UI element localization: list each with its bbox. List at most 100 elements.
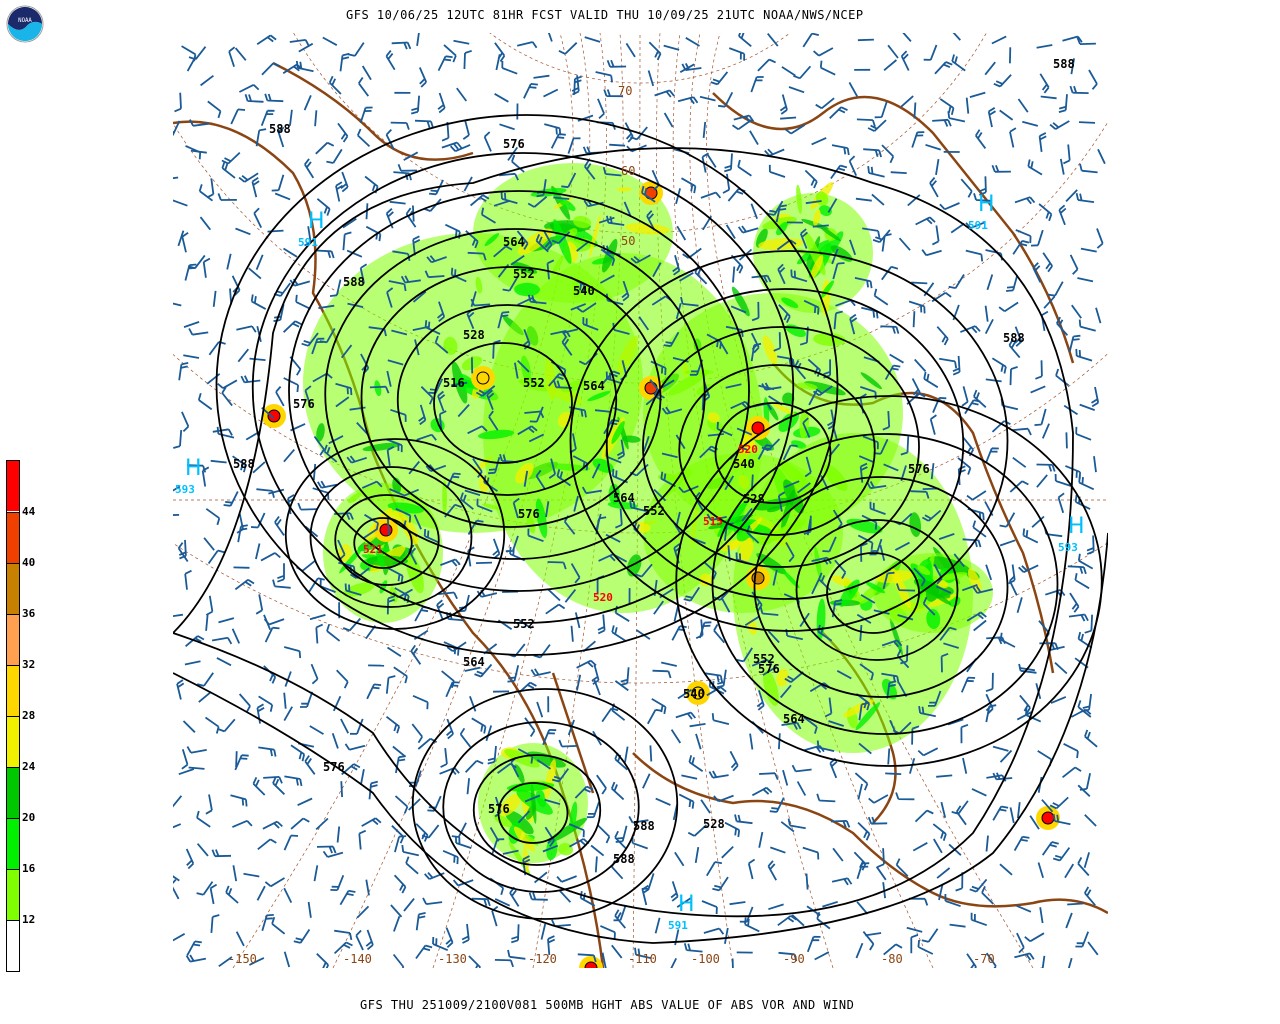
wind-barb [283,247,298,258]
wind-barb [495,54,501,71]
wind-barb [452,879,474,887]
wind-barb [865,932,882,937]
vorticity-streak [887,606,908,623]
wind-barb [911,131,925,148]
wind-barb [1009,807,1015,824]
wind-barb [1070,58,1075,75]
wind-barb [594,409,612,413]
wind-barb [718,339,729,355]
wind-barb [734,814,753,825]
height-contour [711,433,1059,735]
wind-barb [443,44,457,63]
wind-barb [777,263,786,285]
wind-barb [386,370,392,387]
wind-barb [812,224,829,228]
wind-barb [216,657,232,667]
wind-barb [998,301,1019,313]
wind-barb [470,298,491,307]
high-pressure-marker: H [1068,514,1085,539]
wind-barb [929,414,937,435]
wind-barb [759,772,779,780]
wind-barb [1038,132,1047,153]
wind-barb [485,725,493,742]
wind-barb [524,717,536,737]
wind-barb [729,750,739,772]
height-contour [284,438,506,630]
wind-barb [238,172,259,183]
wind-barb [181,749,189,770]
wind-barb [391,329,408,336]
vorticity-streak [756,553,787,575]
vorticity-streak [772,403,796,416]
wind-barb [936,867,951,879]
wind-barb [206,373,221,385]
wind-barb [412,694,429,710]
wind-barb [558,739,578,748]
wind-barb [679,63,695,73]
vorticity-streak [738,537,754,564]
wind-barb [1035,360,1043,380]
vorticity-streak [778,411,799,432]
wind-barb [758,831,764,848]
wind-barb [577,953,597,963]
vorticity-streak [514,282,540,297]
wind-barb [1055,368,1070,387]
height-label: 528 [743,492,765,506]
wind-barb [185,954,207,963]
wind-barb [1075,931,1090,948]
wind-barb [186,746,207,754]
wind-barb [395,507,412,523]
legend-bin [7,767,19,818]
wind-barb [704,672,724,683]
wind-barb [415,823,429,842]
wind-barb [595,71,613,83]
wind-barb [999,749,1013,763]
height-label: 588 [233,457,255,471]
vorticity-streak [343,582,375,597]
wind-barb [437,390,446,412]
wind-barb [268,488,285,495]
vorticity-max-core [379,523,393,537]
wind-barb [209,883,218,905]
wind-barb [991,164,1011,173]
wind-barb [965,221,986,229]
wind-barb [933,838,943,854]
wind-barb [186,56,197,72]
wind-barb [499,123,515,131]
wind-barb [908,897,929,906]
wind-barb [502,276,519,292]
wind-barb [975,129,987,149]
wind-barb [681,62,702,71]
wind-barb [178,768,195,776]
vorticity-streak [813,332,846,347]
wind-barb [177,542,189,563]
wind-barb [871,193,885,206]
vorticity-streak [517,228,553,255]
wind-barb [255,543,261,560]
wind-barb [960,676,976,693]
wind-barb [389,488,405,497]
wind-barb [298,42,314,53]
wind-barb [834,559,847,579]
height-contour [678,364,876,536]
wind-barb [999,539,1016,547]
wind-barb [859,663,874,681]
wind-barb [318,304,335,309]
wind-barb [816,911,831,930]
wind-barb [813,47,834,57]
wind-barb [304,755,316,775]
height-label: 528 [703,817,725,831]
wind-barb [1009,366,1018,386]
wind-barb [744,917,760,933]
low-value: 521 [363,543,383,556]
vorticity-max-core [476,371,490,385]
wind-barb [414,119,434,129]
wind-barb [315,623,324,644]
wind-barb [183,354,200,359]
wind-barb [358,76,370,97]
wind-barb [1075,348,1093,362]
vorticity-streak [616,187,632,192]
wind-barb [391,41,412,50]
wind-barb [949,923,966,928]
legend-label: 16 [22,862,36,875]
